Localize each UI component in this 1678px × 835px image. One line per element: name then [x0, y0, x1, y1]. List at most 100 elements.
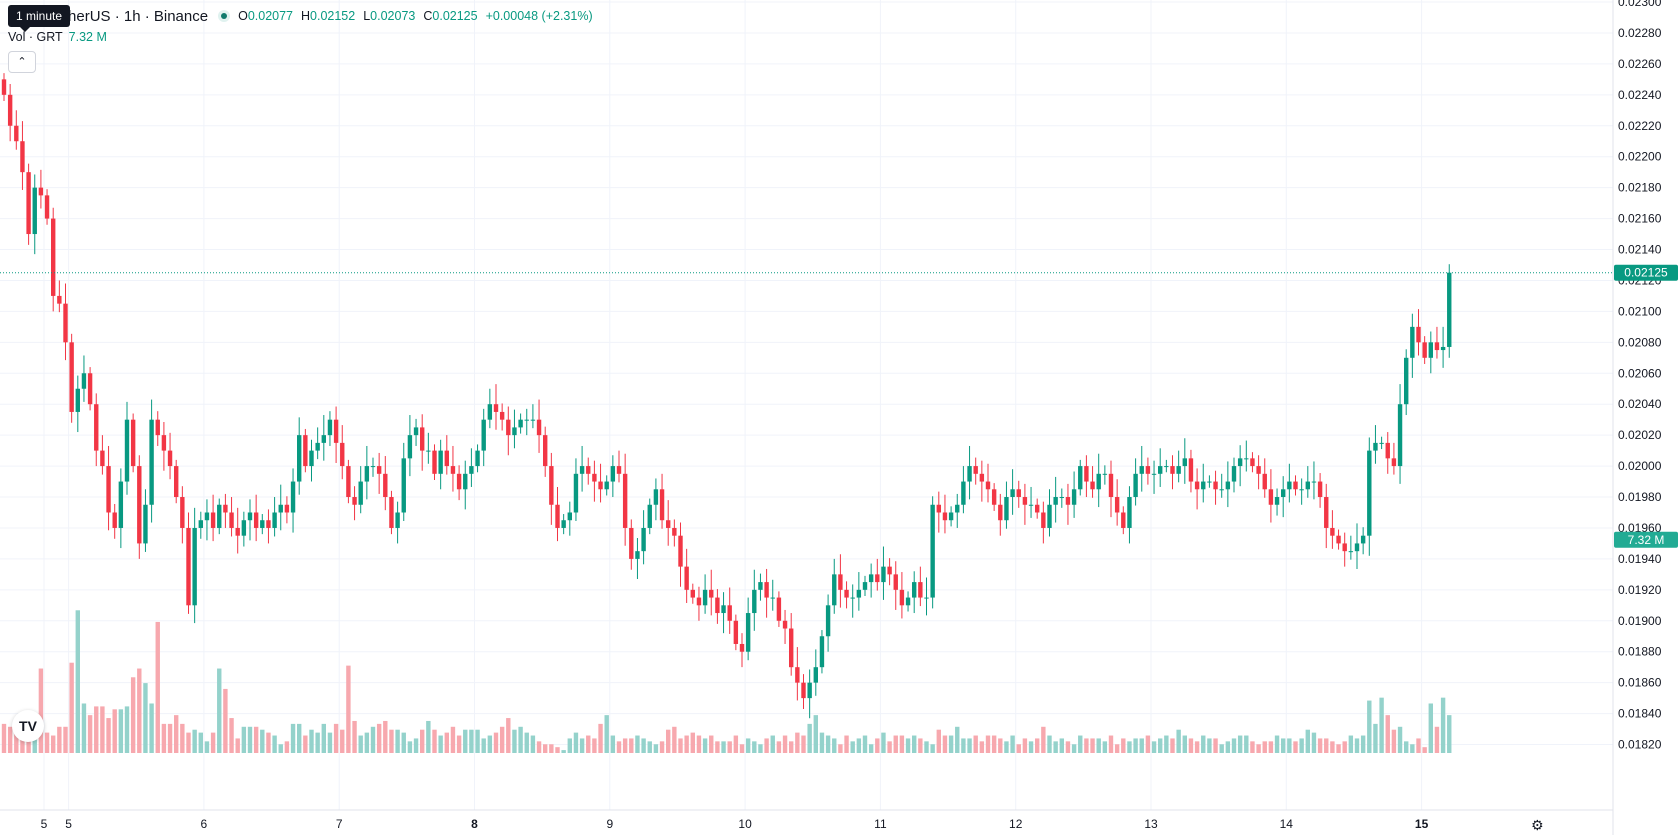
- candle-body: [1336, 535, 1341, 544]
- candle-body: [87, 373, 93, 405]
- high-value: 0.02152: [310, 9, 356, 23]
- volume-bar: [481, 738, 486, 753]
- volume-bar: [881, 732, 886, 753]
- candle-body: [782, 620, 788, 629]
- volume-bar: [38, 668, 44, 753]
- candle-body: [506, 419, 511, 436]
- ohlc-open: O0.02077: [238, 9, 293, 23]
- volume-bar: [1016, 744, 1021, 753]
- volume-bar: [1348, 735, 1354, 753]
- candle-body: [807, 682, 812, 699]
- volume-bar: [998, 738, 1003, 753]
- candle-body: [536, 419, 542, 436]
- price-tick-label: 0.02140: [1618, 243, 1662, 257]
- volume-bar: [63, 726, 68, 753]
- time-tick-label: 15: [1415, 817, 1429, 831]
- candle-body: [1170, 466, 1175, 474]
- volume-bar: [364, 732, 370, 753]
- candle-body: [1004, 497, 1009, 521]
- volume-bar: [1102, 741, 1108, 753]
- volume-bar: [333, 723, 339, 753]
- candle-body: [1225, 481, 1231, 490]
- candle-body: [278, 504, 283, 513]
- volume-bar: [856, 738, 862, 753]
- candle-body: [795, 667, 800, 683]
- volume-bar: [1391, 729, 1397, 753]
- volume-bar: [1317, 738, 1323, 753]
- volume-bar: [979, 741, 985, 753]
- candle-body: [1274, 497, 1280, 505]
- candle-body: [432, 450, 437, 474]
- volume-bar: [217, 668, 222, 753]
- candle-body: [266, 520, 271, 528]
- candle-body: [764, 582, 769, 598]
- gear-icon[interactable]: ⚙: [1531, 817, 1544, 833]
- candle-body: [1299, 489, 1304, 491]
- volume-bar: [1268, 741, 1274, 753]
- volume-bar: [112, 709, 117, 753]
- volume-bar: [973, 735, 978, 753]
- volume-bar: [721, 741, 726, 753]
- candle-body: [1367, 450, 1372, 536]
- time-axis[interactable]: 5 5 6 7 8 9 10 11 12 13 14 15: [41, 817, 1429, 831]
- candle-body: [1133, 473, 1138, 498]
- volume-bar: [1176, 729, 1181, 753]
- volume-bar: [1262, 741, 1267, 753]
- candle-body: [1121, 512, 1126, 528]
- volume-bar: [456, 735, 462, 753]
- candle-body: [81, 373, 87, 389]
- symbol-title[interactable]: TetherUS · 1h · Binance: [48, 7, 209, 25]
- candle-body: [844, 589, 849, 598]
- candle-body: [838, 574, 843, 590]
- volume-bar: [1090, 738, 1095, 753]
- candle-body: [1028, 504, 1034, 506]
- candle-body: [1385, 442, 1390, 459]
- market-status-icon[interactable]: [218, 10, 231, 22]
- tradingview-logo[interactable]: TV: [12, 710, 44, 742]
- candle-body: [604, 481, 609, 490]
- volume-bar: [1342, 741, 1347, 753]
- candle-body: [1422, 342, 1427, 358]
- volume-bar: [752, 741, 757, 753]
- volume-bar: [770, 735, 775, 753]
- volume-bar: [1311, 732, 1317, 753]
- candle-body: [14, 125, 19, 142]
- volume-bar: [1065, 741, 1071, 753]
- price-tick-label: 0.02220: [1618, 119, 1662, 133]
- time-tick-label: 14: [1280, 817, 1294, 831]
- candle-body: [499, 411, 505, 420]
- candle-body: [186, 527, 191, 606]
- volume-bar: [690, 732, 695, 753]
- volume-bar: [1237, 735, 1243, 753]
- volume-bar: [1170, 738, 1175, 753]
- volume-bar: [1, 723, 7, 753]
- candle-body: [395, 512, 400, 528]
- volume-bar: [819, 732, 825, 753]
- volume-legend[interactable]: Vol · GRT 7.32 M: [8, 30, 107, 44]
- volume-bar: [1201, 735, 1206, 753]
- volume-bar: [672, 726, 677, 753]
- volume-bar: [733, 735, 739, 753]
- candle-body: [887, 566, 892, 575]
- symbol-legend[interactable]: TetherUS · 1h · Binance O0.02077 H0.0215…: [8, 6, 593, 26]
- candle-body: [364, 466, 370, 482]
- volume-bar: [807, 723, 812, 753]
- volume-bar: [967, 738, 972, 753]
- candle-body: [684, 566, 689, 590]
- candle-body: [924, 597, 929, 599]
- volume-bar: [561, 750, 566, 753]
- candle-body: [487, 404, 493, 420]
- candle-body: [1096, 473, 1101, 490]
- collapse-legend-button[interactable]: ⌃: [8, 51, 36, 73]
- price-tick-label: 0.01820: [1618, 738, 1662, 752]
- volume-bar: [573, 732, 579, 753]
- price-axis[interactable]: 0.01820 0.01840 0.01860 0.01880 0.01900 0.019…: [1618, 0, 1662, 752]
- candle-body: [407, 435, 413, 459]
- last-price-badge: [1614, 264, 1678, 281]
- candle-body: [26, 172, 31, 235]
- volume-bar: [432, 729, 437, 753]
- volume-bar: [401, 732, 406, 753]
- volume-bar: [1207, 738, 1212, 753]
- volume-bar: [1305, 729, 1310, 753]
